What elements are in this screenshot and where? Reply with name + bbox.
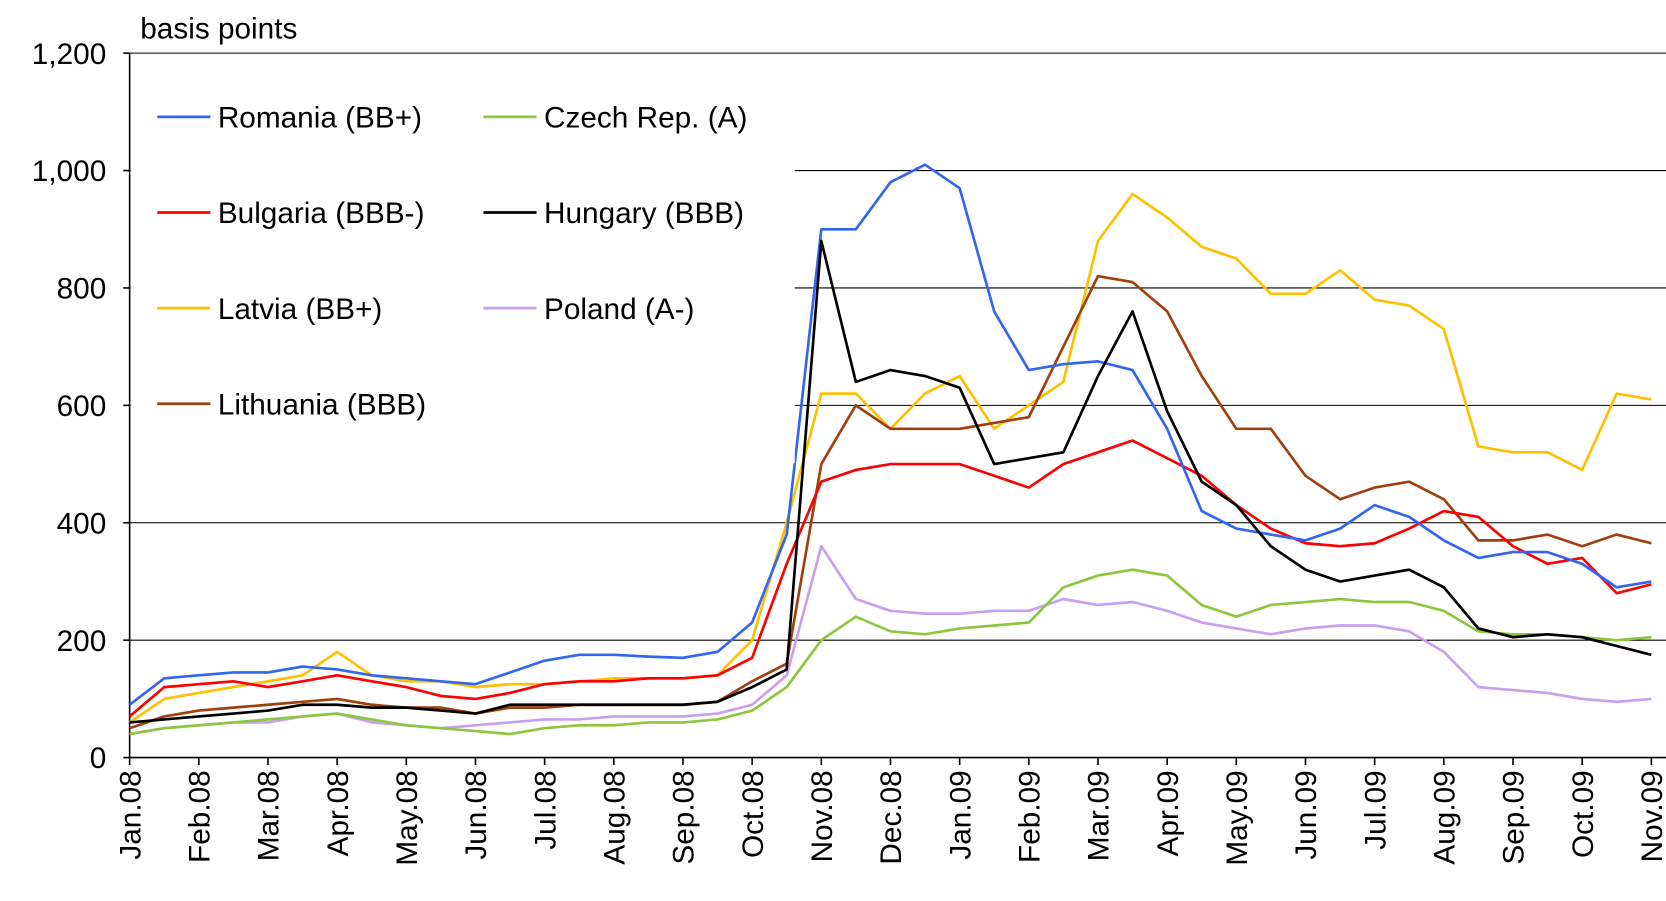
x-tick-label: Jan.09 bbox=[944, 770, 977, 859]
x-tick-label: Oct.08 bbox=[737, 770, 770, 858]
y-tick-label: 1,200 bbox=[32, 38, 106, 71]
y-tick-label: 1,000 bbox=[32, 155, 106, 188]
x-tick-label: Feb.08 bbox=[183, 770, 216, 863]
x-tick-label: Feb.09 bbox=[1013, 770, 1046, 863]
y-tick-label: 0 bbox=[90, 742, 107, 775]
series-line bbox=[129, 274, 1652, 730]
x-tick-label: Dec.08 bbox=[875, 770, 908, 864]
x-tick-label: Mar.08 bbox=[253, 770, 286, 861]
y-tick-label: 200 bbox=[57, 625, 107, 658]
series-line bbox=[128, 163, 1652, 706]
y-tick-label: 400 bbox=[57, 507, 107, 540]
x-tick-label: Mar.09 bbox=[1083, 770, 1116, 861]
legend-label: Latvia (BB+) bbox=[218, 293, 383, 326]
y-tick-label: 800 bbox=[57, 273, 107, 306]
y-tick-label: 600 bbox=[57, 390, 107, 423]
series-line bbox=[128, 439, 1652, 718]
x-tick-label: Nov.08 bbox=[806, 770, 839, 862]
legend-box bbox=[130, 54, 795, 464]
x-tick-label: Jul.08 bbox=[529, 770, 562, 849]
series-line bbox=[129, 544, 1652, 736]
legend-label: Poland (A-) bbox=[544, 293, 694, 326]
x-tick-label: Oct.09 bbox=[1567, 770, 1600, 858]
x-tick-label: Jun.08 bbox=[460, 770, 493, 859]
x-tick-label: May.08 bbox=[391, 770, 424, 865]
x-tick-label: May.09 bbox=[1221, 770, 1254, 865]
legend-label: Czech Rep. (A) bbox=[544, 102, 747, 135]
x-tick-label: Sep.08 bbox=[668, 770, 701, 864]
x-tick-label: Aug.09 bbox=[1428, 770, 1461, 864]
legend-label: Romania (BB+) bbox=[218, 102, 422, 135]
legend-label: Bulgaria (BBB-) bbox=[218, 197, 425, 230]
series-line bbox=[129, 568, 1652, 736]
x-tick-label: Jun.09 bbox=[1290, 770, 1323, 859]
legend-label: Hungary (BBB) bbox=[544, 197, 744, 230]
x-tick-label: Aug.08 bbox=[598, 770, 631, 864]
y-axis-label: basis points bbox=[140, 12, 297, 45]
x-tick-label: Apr.08 bbox=[322, 770, 355, 856]
x-tick-label: Apr.09 bbox=[1152, 770, 1185, 856]
x-tick-label: Jul.09 bbox=[1359, 770, 1392, 849]
x-tick-label: Sep.09 bbox=[1498, 770, 1531, 864]
series-line bbox=[129, 239, 1652, 724]
x-tick-label: Jan.08 bbox=[114, 770, 147, 859]
x-tick-label: Nov.09 bbox=[1636, 770, 1666, 862]
legend-label: Lithuania (BBB) bbox=[218, 388, 426, 421]
